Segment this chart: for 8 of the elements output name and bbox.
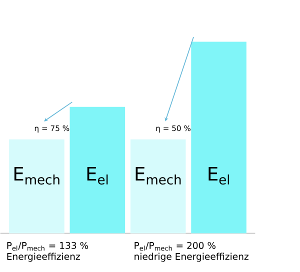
x-tick-label: E$_{el}$ (87, 167, 108, 185)
x-tick-label: E$_{mech}$ (136, 167, 181, 185)
x-tick-label: E$_{el}$ (208, 167, 230, 185)
text: P$_{el}$/P$_{mech}$ = 133 % (7, 242, 88, 251)
text: P$_{el}$/P$_{mech}$ = 200 % (134, 242, 216, 251)
text: Energieeffizienz (7, 252, 80, 262)
text: niedrige Energieeffizienz (134, 252, 248, 262)
x-tick-label: E$_{mech}$ (14, 167, 60, 185)
